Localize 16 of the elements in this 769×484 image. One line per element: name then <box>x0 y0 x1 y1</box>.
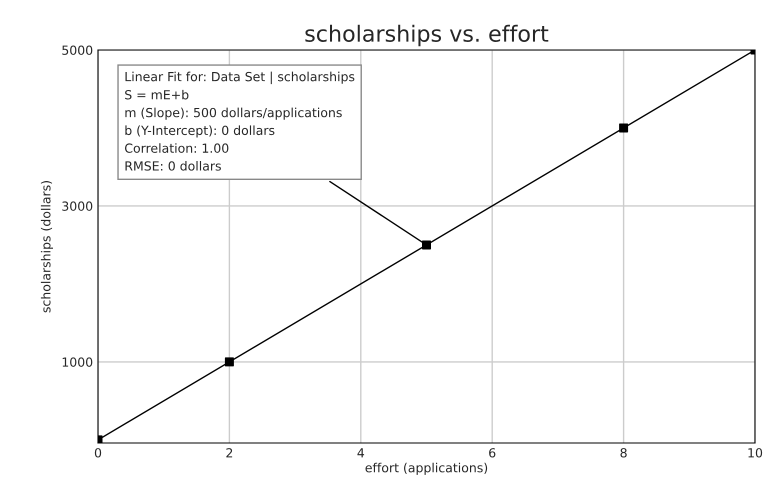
x-tick-label: 2 <box>226 448 232 458</box>
annotation: Linear Fit for: Data Set | scholarships S = mE+b m (Slope): 500 dollars/applications b (Y-Intercept): 0 dollars Correlation: 1.00 RMSE: 0 dollars <box>124 72 354 171</box>
point <box>422 240 431 250</box>
x-axis-title: effort (applications) <box>366 462 488 475</box>
point <box>619 123 628 132</box>
y-axis-title: scholarships (dollars) <box>40 181 53 312</box>
x-tick-label: 4 <box>357 448 364 458</box>
point <box>224 357 234 366</box>
x-tick-label: 10 <box>748 448 762 458</box>
x-tick-label: 6 <box>489 448 496 458</box>
chart-title: scholarships vs. effort <box>305 24 548 46</box>
y-tick-label: 1000 <box>62 357 92 367</box>
y-tick-label: 3000 <box>62 201 92 211</box>
y-tick-label: 5000 <box>62 45 92 55</box>
x-tick-label: 0 <box>94 448 102 458</box>
x-tick-label: 8 <box>620 448 627 458</box>
